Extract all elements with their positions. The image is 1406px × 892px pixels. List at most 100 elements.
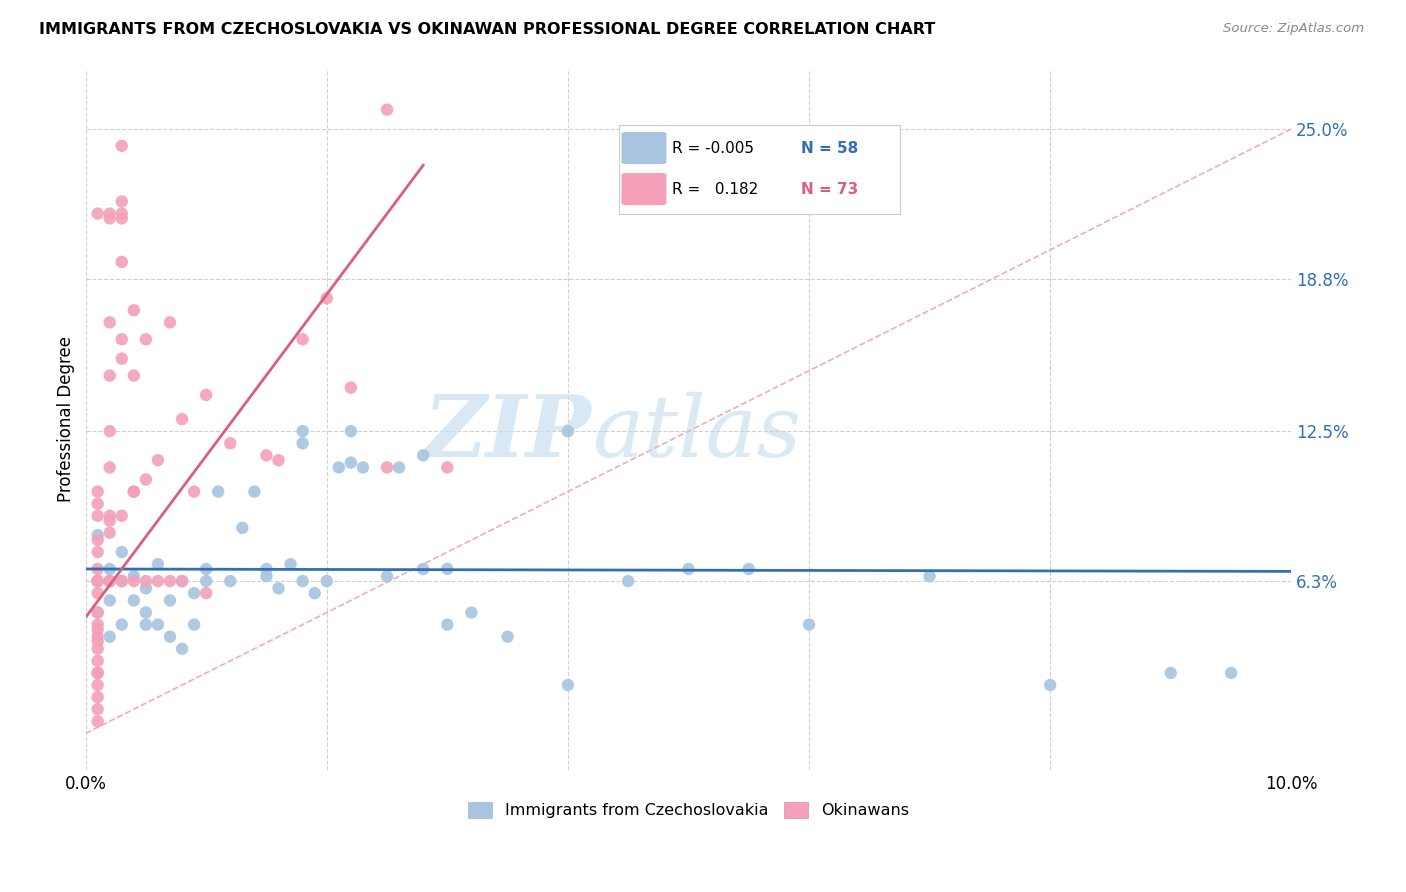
Point — [86, 533, 108, 547]
Point — [291, 332, 314, 346]
Point — [436, 562, 458, 576]
Point — [86, 574, 108, 588]
Text: R = -0.005: R = -0.005 — [672, 141, 754, 155]
Point — [195, 574, 218, 588]
Point — [183, 484, 205, 499]
Point — [135, 582, 157, 596]
Point — [111, 508, 134, 523]
Point — [86, 574, 108, 588]
Point — [122, 593, 145, 607]
Point — [86, 528, 108, 542]
FancyBboxPatch shape — [621, 132, 666, 164]
Point — [557, 678, 579, 692]
Point — [98, 593, 121, 607]
Text: R =   0.182: R = 0.182 — [672, 182, 758, 196]
Point — [340, 456, 363, 470]
Point — [98, 211, 121, 226]
Point — [98, 525, 121, 540]
Text: N = 58: N = 58 — [801, 141, 859, 155]
Point — [304, 586, 326, 600]
Point — [219, 436, 242, 450]
Point — [797, 617, 820, 632]
Point — [291, 436, 314, 450]
Point — [207, 484, 229, 499]
Point — [86, 665, 108, 680]
Point — [375, 460, 398, 475]
Point — [1160, 665, 1182, 680]
Point — [98, 630, 121, 644]
Y-axis label: Professional Degree: Professional Degree — [58, 336, 75, 502]
Point — [170, 412, 193, 426]
Point — [135, 617, 157, 632]
Point — [86, 574, 108, 588]
Point — [135, 332, 157, 346]
Point — [122, 484, 145, 499]
Point — [122, 574, 145, 588]
Point — [98, 315, 121, 329]
Point — [256, 562, 278, 576]
Point — [135, 473, 157, 487]
Point — [388, 460, 411, 475]
Point — [340, 381, 363, 395]
Point — [375, 569, 398, 583]
Point — [291, 574, 314, 588]
Point — [436, 460, 458, 475]
Point — [86, 665, 108, 680]
Point — [111, 255, 134, 269]
Point — [86, 574, 108, 588]
Point — [98, 460, 121, 475]
Point — [315, 291, 337, 305]
Point — [86, 606, 108, 620]
FancyBboxPatch shape — [621, 173, 666, 205]
Legend: Immigrants from Czechoslovakia, Okinawans: Immigrants from Czechoslovakia, Okinawan… — [461, 796, 915, 825]
Point — [375, 103, 398, 117]
Point — [86, 623, 108, 637]
Point — [243, 484, 266, 499]
Point — [135, 574, 157, 588]
Point — [86, 574, 108, 588]
Point — [86, 206, 108, 220]
Point — [617, 574, 640, 588]
Point — [122, 368, 145, 383]
Point — [280, 557, 302, 571]
Point — [412, 562, 434, 576]
Point — [219, 574, 242, 588]
Point — [195, 388, 218, 402]
Point — [267, 453, 290, 467]
Text: Source: ZipAtlas.com: Source: ZipAtlas.com — [1223, 22, 1364, 36]
Point — [170, 574, 193, 588]
Point — [183, 586, 205, 600]
Point — [159, 593, 181, 607]
Point — [86, 497, 108, 511]
Point — [86, 678, 108, 692]
Point — [86, 702, 108, 716]
Point — [98, 574, 121, 588]
Point — [146, 557, 169, 571]
Text: N = 73: N = 73 — [801, 182, 859, 196]
Point — [146, 453, 169, 467]
Point — [98, 574, 121, 588]
Point — [267, 582, 290, 596]
Point — [86, 630, 108, 644]
Point — [231, 521, 253, 535]
Point — [352, 460, 374, 475]
Point — [340, 424, 363, 438]
Point — [460, 606, 482, 620]
Point — [111, 574, 134, 588]
Point — [98, 206, 121, 220]
Point — [98, 368, 121, 383]
Point — [146, 574, 169, 588]
Point — [1220, 665, 1243, 680]
Point — [111, 351, 134, 366]
Point — [256, 569, 278, 583]
Point — [86, 617, 108, 632]
Point — [86, 654, 108, 668]
Point — [111, 574, 134, 588]
Point — [496, 630, 519, 644]
Point — [111, 211, 134, 226]
Point — [678, 562, 700, 576]
Text: atlas: atlas — [592, 392, 801, 475]
Point — [122, 303, 145, 318]
Point — [159, 630, 181, 644]
Point — [170, 641, 193, 656]
